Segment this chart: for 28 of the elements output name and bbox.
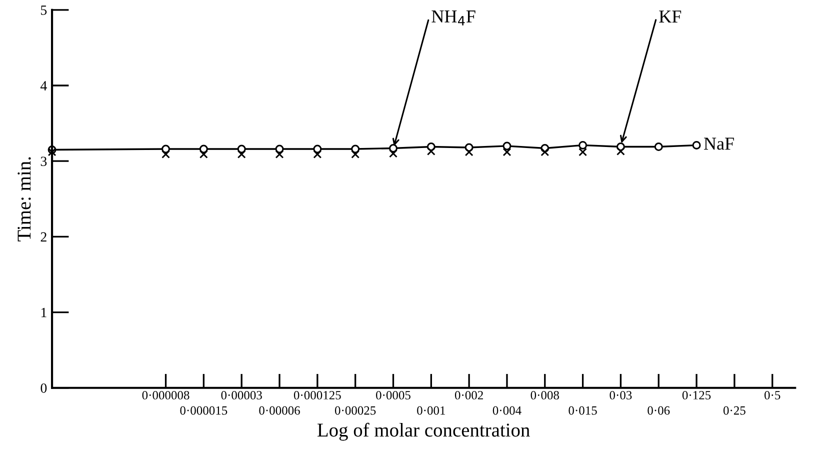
- y-tick-label: 4: [40, 81, 47, 90]
- x-tick-label: 0·000015: [180, 406, 228, 415]
- x-tick-label: 0·00025: [334, 406, 376, 415]
- x-tick-label: 0·004: [492, 406, 522, 415]
- x-tick-label: 0·5: [764, 391, 780, 400]
- x-axis-title: Log of molar concentration: [317, 422, 530, 441]
- x-tick-label: 0·015: [568, 406, 597, 415]
- y-axis-title: Time: min.: [18, 157, 31, 242]
- annotation: NH$_{4}$F: [432, 10, 476, 26]
- x-tick-label: 0·000125: [294, 391, 341, 400]
- annotation: KF: [659, 10, 682, 22]
- x-tick-label: 0·00003: [221, 391, 262, 400]
- x-tick-label: 0·00006: [259, 406, 300, 415]
- series-label: NaF: [704, 138, 734, 150]
- y-tick-label: 1: [41, 308, 46, 318]
- x-tick-label: 0·001: [417, 406, 445, 415]
- x-tick-label: 0·06: [648, 406, 670, 415]
- y-tick-label: 5: [41, 6, 47, 15]
- y-tick-label: 3: [40, 156, 47, 166]
- x-tick-label: 0·25: [723, 406, 746, 415]
- y-tick-label: 0: [40, 383, 47, 393]
- x-tick-label: 0·03: [610, 391, 632, 400]
- x-tick-label: 0·000008: [142, 391, 190, 400]
- x-tick-label: 0·008: [530, 391, 559, 400]
- x-tick-label: 0·0005: [376, 391, 410, 400]
- x-tick-label: 0·002: [454, 391, 483, 400]
- x-tick-label: 0·125: [682, 391, 711, 400]
- y-tick-label: 2: [40, 232, 46, 242]
